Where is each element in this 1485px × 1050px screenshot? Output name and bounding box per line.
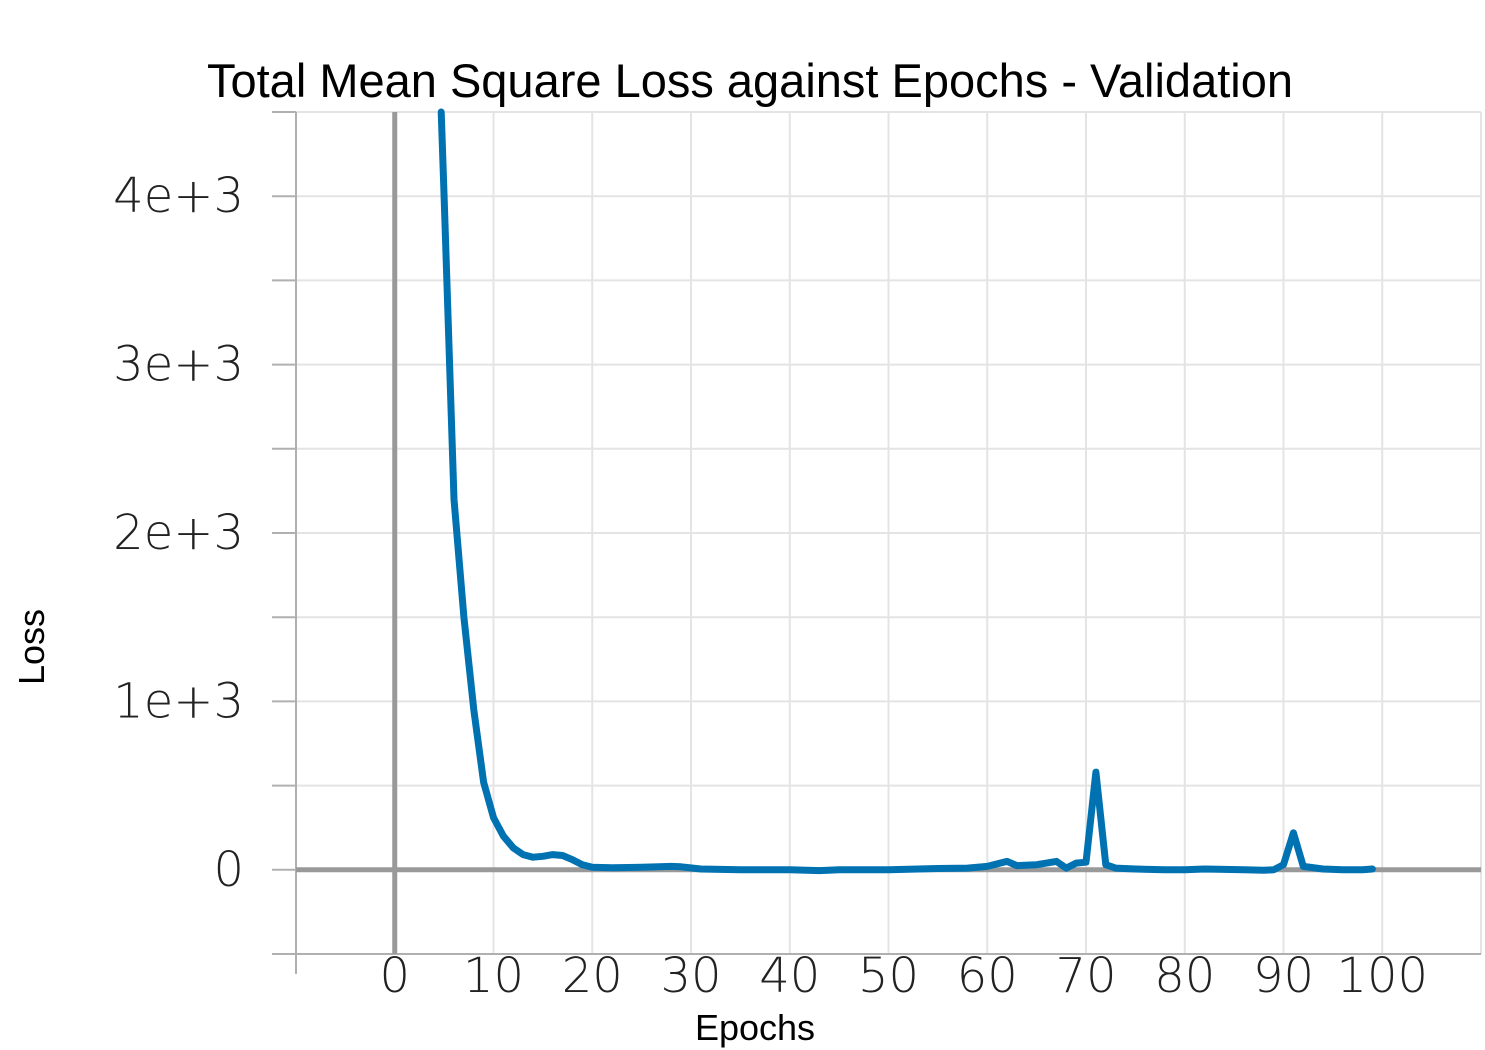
x-tick-label: 10 — [463, 948, 524, 1004]
x-tick-label: 90 — [1253, 948, 1314, 1004]
x-tick-label: 40 — [759, 948, 820, 1004]
x-tick-label: 80 — [1154, 948, 1215, 1004]
series-line — [437, 108, 1376, 875]
x-tick-label: 100 — [1336, 948, 1428, 1004]
tick-labels: 0 10 20 30 40 50 60 70 80 90 100 0 1e+3 2e+3 3e+3 4e+3 — [113, 168, 1428, 1004]
y-tick-label: 3e+3 — [113, 337, 244, 393]
y-axis-title: Loss — [11, 609, 52, 685]
x-tick-label: 20 — [562, 948, 623, 1004]
y-tick-label: 4e+3 — [113, 168, 244, 224]
grid — [295, 111, 1482, 955]
y-tick-label: 1e+3 — [113, 673, 244, 729]
x-tick-label: 70 — [1055, 948, 1116, 1004]
y-tick-label: 2e+3 — [113, 505, 244, 561]
x-axis-title: Epochs — [695, 1007, 815, 1048]
x-tick-label: 0 — [379, 948, 410, 1004]
chart-title: Total Mean Square Loss against Epochs - … — [207, 54, 1293, 107]
x-tick-label: 50 — [858, 948, 919, 1004]
y-tick-label: 0 — [213, 842, 244, 898]
x-tick-label: 30 — [660, 948, 721, 1004]
x-tick-label: 60 — [957, 948, 1018, 1004]
